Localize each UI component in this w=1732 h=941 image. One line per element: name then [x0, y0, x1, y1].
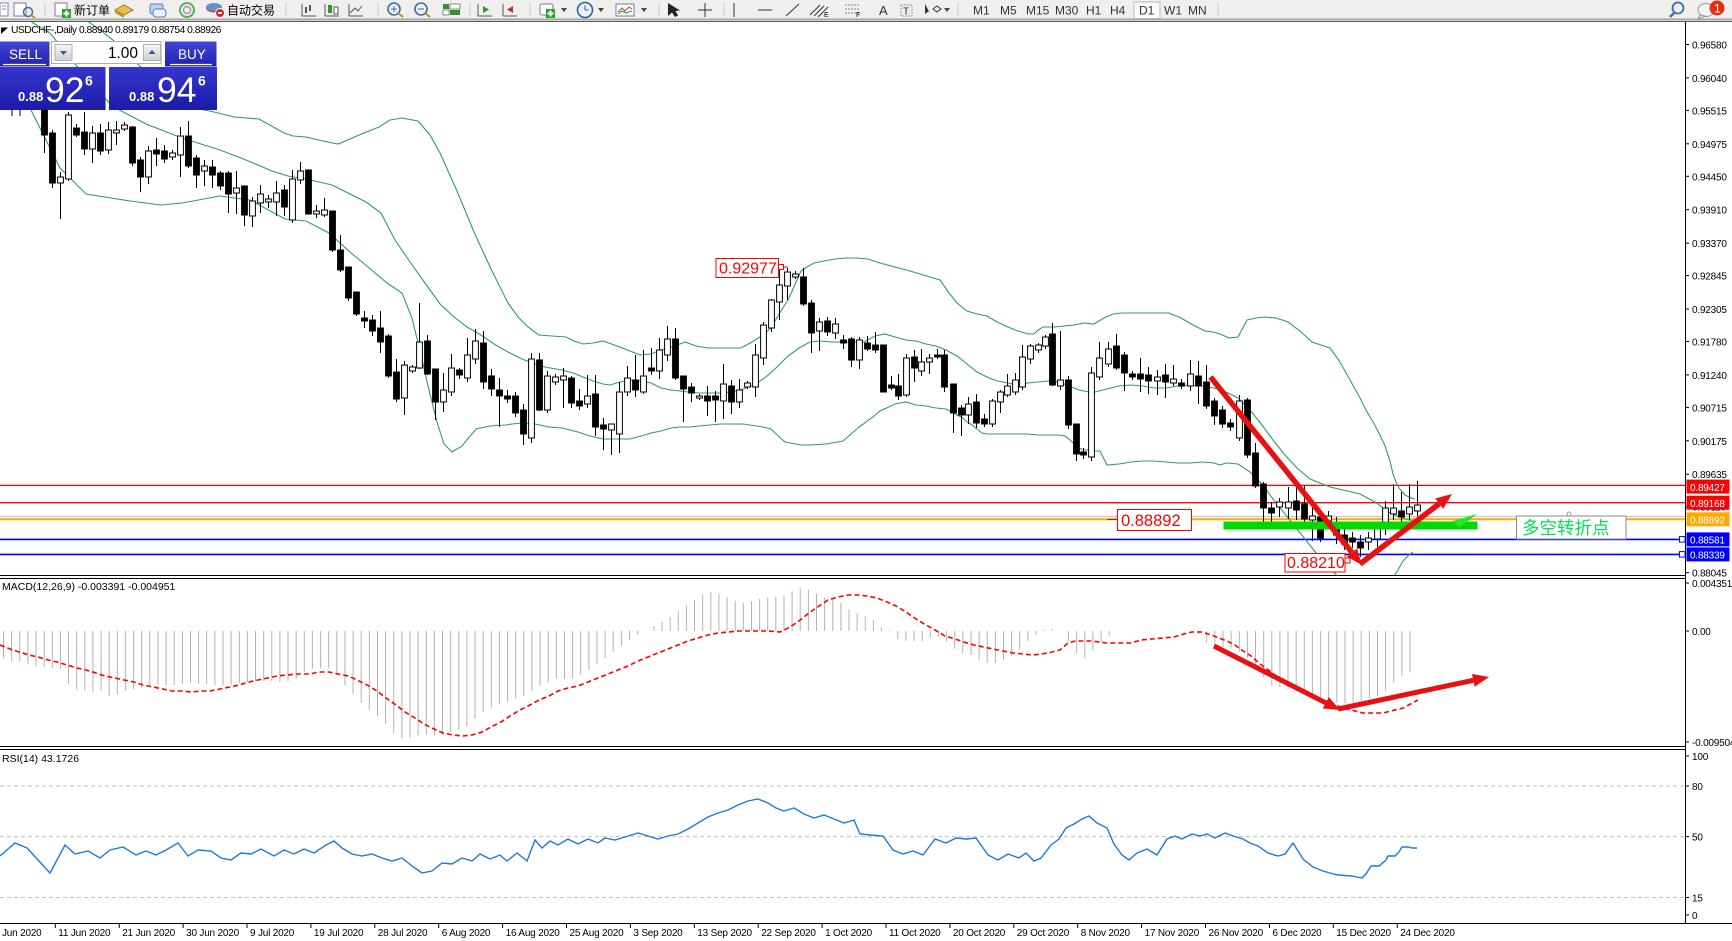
svg-text:16 Aug 2020: 16 Aug 2020: [506, 928, 561, 939]
svg-text:RSI(14) 43.1726: RSI(14) 43.1726: [2, 753, 79, 765]
svg-text:0.94450: 0.94450: [1692, 172, 1727, 183]
svg-text:0.91240: 0.91240: [1692, 371, 1727, 382]
svg-text:0.93910: 0.93910: [1692, 206, 1727, 217]
svg-text:50: 50: [1692, 833, 1703, 844]
svg-text:BUY: BUY: [178, 47, 206, 62]
svg-text:M5: M5: [1000, 4, 1017, 18]
svg-text:25 Aug 2020: 25 Aug 2020: [570, 928, 625, 939]
svg-text:94: 94: [157, 70, 197, 110]
svg-text:MN: MN: [1188, 4, 1207, 18]
svg-text:6 Dec 2020: 6 Dec 2020: [1272, 928, 1322, 939]
svg-text:USDCHF-,Daily 0.88940 0.89179: USDCHF-,Daily 0.88940 0.89179 0.88754 0.…: [11, 25, 222, 36]
svg-text:80: 80: [1692, 782, 1703, 793]
svg-text:3 Sep 2020: 3 Sep 2020: [633, 928, 683, 939]
svg-text:15: 15: [1692, 894, 1703, 905]
svg-text:D1: D1: [1139, 4, 1155, 18]
svg-text:新订单: 新订单: [74, 3, 110, 18]
svg-text:0.88581: 0.88581: [1690, 536, 1725, 547]
svg-text:M30: M30: [1055, 4, 1079, 18]
svg-text:0.89635: 0.89635: [1692, 470, 1727, 481]
svg-text:F: F: [856, 12, 860, 19]
svg-text:0.88: 0.88: [129, 89, 154, 104]
svg-text:0.88210: 0.88210: [1287, 555, 1345, 572]
svg-text:13 Sep 2020: 13 Sep 2020: [697, 928, 752, 939]
svg-text:0.88892: 0.88892: [1690, 516, 1725, 527]
svg-text:0.93370: 0.93370: [1692, 239, 1727, 250]
svg-text:0.92845: 0.92845: [1692, 272, 1727, 283]
svg-text:19 Jul 2020: 19 Jul 2020: [314, 928, 364, 939]
svg-text:0.96040: 0.96040: [1692, 74, 1727, 85]
svg-text:多空转折点: 多空转折点: [1522, 518, 1610, 538]
svg-text:自动交易: 自动交易: [227, 3, 275, 18]
svg-text:1.00: 1.00: [108, 45, 139, 62]
svg-text:15 Dec 2020: 15 Dec 2020: [1336, 928, 1391, 939]
svg-text:24 Dec 2020: 24 Dec 2020: [1400, 928, 1455, 939]
svg-text:0.92977: 0.92977: [719, 261, 777, 278]
svg-text:6: 6: [198, 73, 206, 89]
svg-text:A: A: [879, 3, 888, 18]
svg-text:0.88339: 0.88339: [1690, 551, 1725, 562]
svg-text:MACD(12,26,9) -0.003391 -0.004: MACD(12,26,9) -0.003391 -0.004951: [2, 581, 176, 593]
svg-text:0.88892: 0.88892: [1121, 512, 1181, 530]
svg-text:22 Sep 2020: 22 Sep 2020: [761, 928, 816, 939]
svg-text:E: E: [824, 12, 829, 19]
svg-text:0.90175: 0.90175: [1692, 437, 1727, 448]
svg-text:11 Jun 2020: 11 Jun 2020: [58, 928, 111, 939]
svg-text:100: 100: [1692, 752, 1709, 763]
svg-text:92: 92: [45, 70, 85, 110]
svg-text:W1: W1: [1164, 4, 1182, 18]
svg-text:30 Jun 2020: 30 Jun 2020: [186, 928, 239, 939]
svg-text:-0.009504: -0.009504: [1692, 738, 1732, 749]
svg-text:0.96580: 0.96580: [1692, 41, 1727, 52]
svg-text:1: 1: [1714, 2, 1721, 16]
svg-text:M1: M1: [973, 4, 990, 18]
svg-text:6: 6: [85, 73, 93, 89]
svg-text:11 Oct 2020: 11 Oct 2020: [889, 928, 941, 939]
svg-text:0.91780: 0.91780: [1692, 338, 1727, 349]
svg-text:9 Jul 2020: 9 Jul 2020: [250, 928, 295, 939]
svg-text:H1: H1: [1086, 4, 1102, 18]
svg-text:28 Jul 2020: 28 Jul 2020: [378, 928, 428, 939]
svg-text:21 Jun 2020: 21 Jun 2020: [122, 928, 175, 939]
svg-text:0.95515: 0.95515: [1692, 106, 1727, 117]
svg-text:SELL: SELL: [9, 47, 43, 62]
svg-text:H4: H4: [1110, 4, 1126, 18]
svg-text:20 Oct 2020: 20 Oct 2020: [953, 928, 1006, 939]
svg-text:1 Oct 2020: 1 Oct 2020: [825, 928, 873, 939]
svg-text:17 Nov 2020: 17 Nov 2020: [1145, 928, 1200, 939]
svg-text:0.88045: 0.88045: [1692, 569, 1727, 580]
svg-text:29 Oct 2020: 29 Oct 2020: [1017, 928, 1070, 939]
svg-text:26 Nov 2020: 26 Nov 2020: [1209, 928, 1264, 939]
svg-text:0.00: 0.00: [1692, 627, 1711, 638]
svg-text:M15: M15: [1026, 4, 1050, 18]
svg-text:0.004351: 0.004351: [1692, 579, 1732, 590]
svg-text:0.92305: 0.92305: [1692, 305, 1727, 316]
svg-text:8 Nov 2020: 8 Nov 2020: [1081, 928, 1131, 939]
svg-text:0: 0: [1692, 911, 1698, 922]
svg-text:Jun 2020: Jun 2020: [2, 928, 42, 939]
svg-text:0.89427: 0.89427: [1690, 483, 1725, 494]
svg-text:T: T: [903, 7, 909, 18]
svg-text:0.89168: 0.89168: [1690, 499, 1725, 510]
svg-text:0.90715: 0.90715: [1692, 403, 1727, 414]
svg-text:0.88: 0.88: [18, 89, 43, 104]
svg-text:6 Aug 2020: 6 Aug 2020: [442, 928, 491, 939]
svg-text:0.94975: 0.94975: [1692, 140, 1727, 151]
